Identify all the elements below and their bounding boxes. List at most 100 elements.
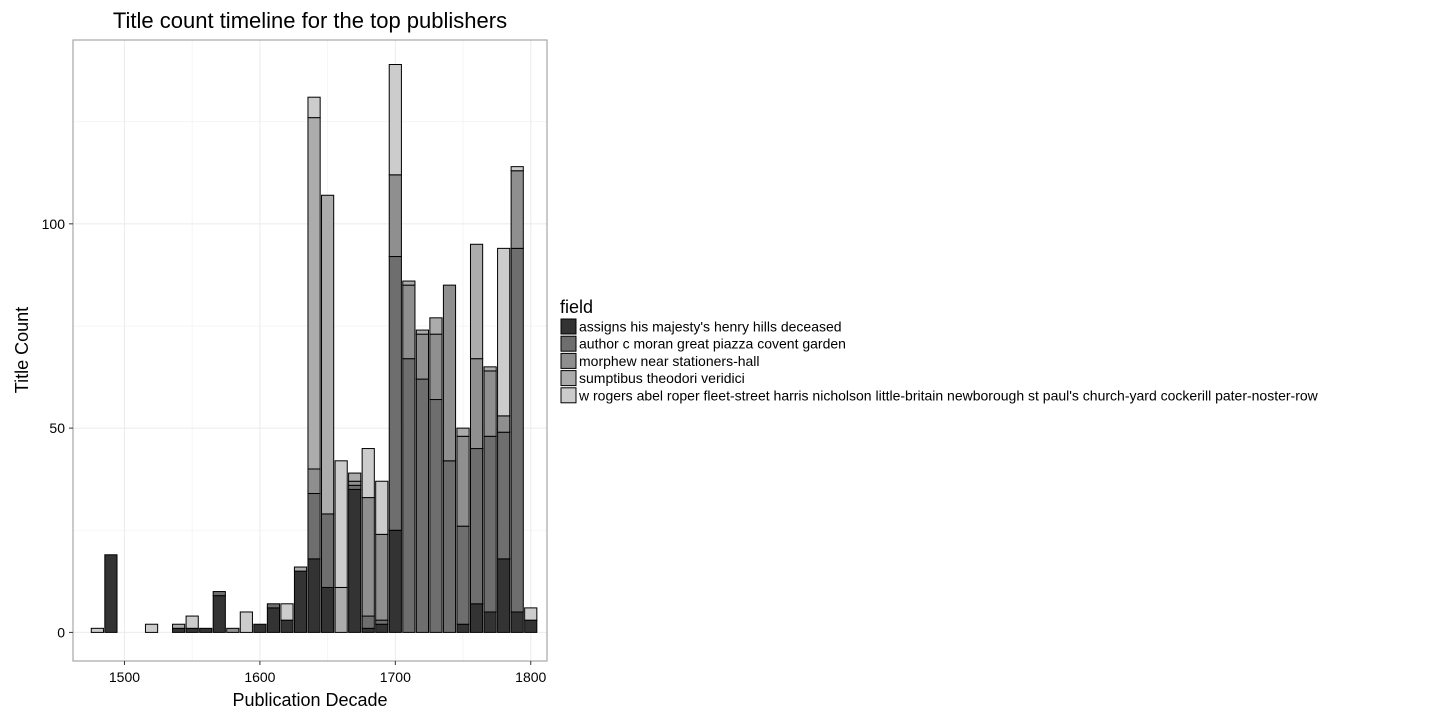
bar-segment-series-4 (307, 96, 321, 119)
legend: field assigns his majesty's henry hills … (560, 297, 1319, 404)
bar-segment-series-0 (104, 554, 118, 633)
bar-segment-series-0 (199, 627, 213, 633)
bar-segment-series-4 (361, 448, 375, 499)
bar-segment-series-1 (483, 435, 497, 613)
bar-segment-series-3 (321, 194, 335, 515)
bar-segment-series-0 (185, 627, 199, 633)
bar-segment-series-3 (293, 566, 308, 572)
bar-segment-series-3 (415, 329, 430, 335)
bar-segment-series-1 (321, 513, 335, 588)
legend-swatch (560, 387, 577, 404)
bar-segment-series-1 (469, 448, 484, 605)
legend-swatch (560, 335, 577, 352)
legend-swatch (560, 352, 577, 369)
bar-segment-series-1 (375, 619, 389, 625)
bar-segment-series-1 (307, 492, 321, 560)
bar-segment-series-0 (361, 627, 375, 633)
bar-segment-series-2 (483, 370, 497, 437)
bar-segment-series-3 (307, 117, 321, 470)
bar-segment-series-4 (185, 615, 199, 629)
bar-segment-series-1 (348, 484, 362, 490)
legend-items: assigns his majesty's henry hills deceas… (560, 318, 1319, 404)
bar-segment-series-4 (280, 603, 294, 621)
bar-segment-series-1 (415, 378, 430, 633)
legend-label: w rogers abel roper fleet-street harris … (578, 387, 1319, 403)
bar-segment-series-4 (375, 480, 389, 535)
bar-segment-series-0 (172, 627, 186, 633)
bar-segment-series-0 (469, 603, 484, 633)
bar-segment-series-3 (348, 472, 362, 482)
bar-segment-series-1 (388, 256, 402, 531)
bar-segment-series-3 (402, 280, 416, 286)
bar-segment-series-2 (510, 170, 524, 249)
y-tick-label: 100 (42, 216, 66, 232)
bar-segment-series-2 (402, 284, 416, 360)
bar-segment-series-1 (266, 603, 281, 609)
bar-segment-series-0 (280, 619, 294, 633)
bar-segment-series-4 (497, 247, 511, 417)
axes: 0 50 100 1500 1600 1700 1800 (42, 216, 547, 685)
legend-title: field (560, 297, 593, 317)
plot-border (72, 39, 548, 662)
bar-segment-series-0 (212, 595, 226, 633)
bar-segment-series-1 (510, 247, 524, 613)
bar-segment-series-2 (497, 415, 511, 433)
bar-segment-series-3 (429, 317, 443, 335)
bar-segment-series-4 (334, 460, 348, 588)
legend-label: assigns his majesty's henry hills deceas… (579, 319, 842, 335)
bar-segment-series-2 (429, 333, 443, 401)
bar-segment-series-4 (388, 64, 402, 176)
bar-segment-series-4 (524, 607, 538, 621)
bar-segment-series-3 (483, 366, 497, 372)
y-axis-title: Title Count (12, 307, 32, 393)
bar-segment-series-3 (334, 586, 348, 633)
bar-segment-series-0 (524, 619, 538, 633)
x-tick-label: 1800 (515, 669, 546, 685)
bar-segment-series-4 (510, 166, 524, 172)
bar-segment-series-2 (388, 174, 402, 258)
bar-segment-series-0 (456, 623, 470, 633)
legend-swatch (560, 370, 577, 387)
bar-segment-series-0 (307, 558, 321, 633)
bar-segment-series-2 (442, 284, 457, 462)
bar-segment-series-4 (239, 611, 253, 633)
x-tick-label: 1500 (109, 669, 140, 685)
bar-segment-series-1 (212, 591, 226, 597)
bar-segment-series-1 (442, 460, 457, 633)
bar-segment-series-4 (144, 623, 159, 633)
y-tick-label: 0 (57, 624, 65, 640)
bar-segment-series-3 (456, 427, 470, 437)
bar-segment-series-3 (172, 623, 186, 629)
bar-segment-series-2 (375, 533, 389, 621)
bars (90, 64, 538, 633)
bar-segment-series-1 (497, 431, 511, 560)
bar-segment-series-2 (226, 627, 240, 633)
legend-label: author c moran great piazza covent garde… (579, 336, 846, 352)
bar-segment-series-2 (348, 480, 362, 486)
bar-segment-series-0 (321, 586, 335, 633)
legend-label: morphew near stationers-hall (579, 353, 760, 369)
bar-segment-series-2 (361, 497, 375, 617)
x-tick-label: 1700 (380, 669, 411, 685)
bar-segment-series-1 (456, 525, 470, 625)
bar-segment-series-0 (293, 570, 308, 633)
bar-segment-series-1 (429, 399, 443, 633)
bar-segment-series-1 (402, 358, 416, 633)
bar-segment-series-0 (483, 611, 497, 633)
bar-segment-series-0 (348, 488, 362, 633)
bar-segment-series-3 (469, 243, 484, 360)
x-tick-label: 1600 (244, 669, 275, 685)
bar-segment-series-0 (375, 623, 389, 633)
bar-segment-series-2 (456, 435, 470, 527)
legend-swatch (560, 318, 577, 335)
y-tick-label: 50 (49, 420, 65, 436)
bar-segment-series-0 (510, 611, 524, 633)
bar-segment-series-1 (361, 615, 375, 629)
bar-segment-series-0 (388, 529, 402, 633)
bar-segment-series-0 (266, 607, 281, 633)
bar-segment-series-4 (90, 627, 104, 633)
x-axis-title: Publication Decade (232, 690, 387, 710)
bar-segment-series-2 (415, 333, 430, 380)
bar-segment-series-0 (497, 558, 511, 633)
